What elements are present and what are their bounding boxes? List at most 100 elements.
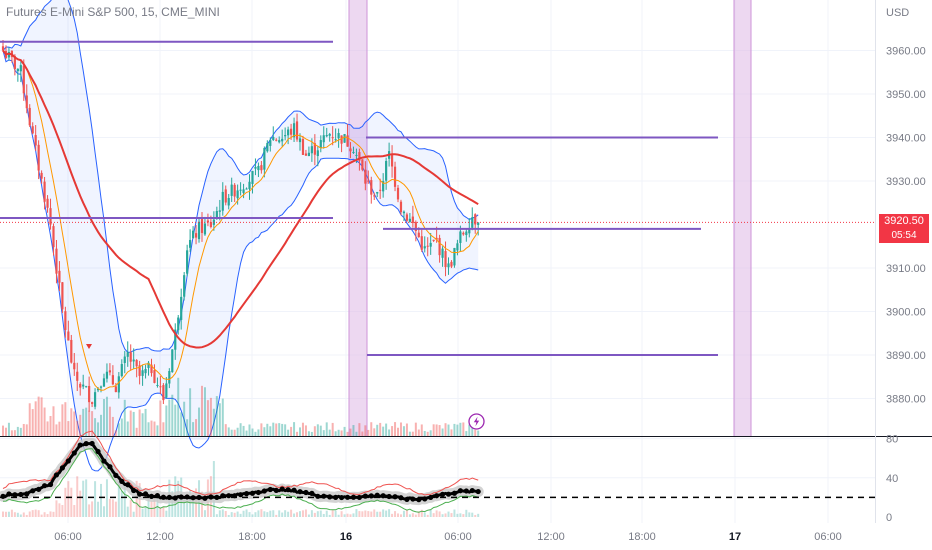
candle-body <box>37 144 40 171</box>
indicator-histogram-bar <box>367 511 370 517</box>
candle-body <box>393 166 397 187</box>
candle-body <box>76 371 79 381</box>
indicator-histogram-bar <box>269 510 272 517</box>
indicator-point <box>12 492 18 498</box>
volume-bar <box>2 425 4 436</box>
indicator-point <box>279 486 285 492</box>
indicator-point <box>214 494 220 500</box>
indicator-histogram-bar <box>144 506 147 517</box>
volume-bar <box>88 410 91 436</box>
volume-bar <box>203 387 206 436</box>
time-axis-label: 16 <box>340 531 352 543</box>
indicator-histogram-bar <box>242 510 245 517</box>
volume-bar <box>7 422 10 436</box>
lightning-bolt-icon[interactable] <box>468 413 485 430</box>
volume-bar <box>266 423 269 436</box>
volume-bar <box>465 431 468 436</box>
bar-countdown-tag: 05:54 <box>879 229 929 243</box>
volume-bar <box>132 411 135 436</box>
volume-bar <box>260 423 263 436</box>
volume-bar <box>435 424 438 436</box>
candle-body <box>43 181 46 202</box>
indicator-histogram-bar <box>49 511 52 517</box>
candle-body <box>444 251 447 268</box>
indicator-histogram-bar <box>355 509 358 517</box>
indicator-histogram-bar <box>79 490 82 517</box>
indicator-scale-label: 40 <box>886 473 898 485</box>
volume-bar <box>206 400 209 436</box>
candle-body <box>405 214 409 221</box>
volume-bar <box>408 431 411 436</box>
indicator-point <box>30 488 36 494</box>
volume-bar <box>49 416 52 436</box>
volume-bar <box>195 419 198 436</box>
candle-body <box>79 383 82 388</box>
candle-body <box>70 339 73 363</box>
candle-body <box>414 222 417 232</box>
candle-body <box>1 46 5 51</box>
candle-body <box>450 261 453 267</box>
indicator-histogram-bar <box>55 500 58 517</box>
volume-bar <box>156 425 159 436</box>
volume-bar <box>370 422 373 436</box>
candle-body <box>180 296 183 320</box>
indicator-histogram-bar <box>477 513 480 517</box>
volume-bar <box>200 385 203 436</box>
candle-body <box>334 139 337 141</box>
indicator-point <box>190 495 196 501</box>
indicator-point <box>148 493 155 499</box>
candle-body <box>417 232 420 238</box>
indicator-point <box>65 458 71 464</box>
price-scale-label: 3910.00 <box>886 263 926 275</box>
candle-body <box>453 247 456 266</box>
volume-bar <box>405 423 408 436</box>
candle-body <box>61 282 64 310</box>
volume-bar <box>364 425 367 436</box>
indicator-histogram-bar <box>100 483 103 517</box>
indicator-histogram-bar <box>224 511 227 517</box>
indicator-histogram-bar <box>260 509 263 517</box>
indicator-histogram-bar <box>453 509 456 517</box>
candle-body <box>441 248 444 258</box>
candle-body <box>174 329 177 350</box>
candle-body <box>423 246 426 249</box>
candle-body <box>474 214 477 225</box>
volume-bar <box>58 421 61 436</box>
indicator-histogram-bar <box>272 510 275 517</box>
volume-bar <box>209 397 212 436</box>
indicator-point <box>303 489 309 496</box>
candle-body <box>373 195 376 197</box>
candle-body <box>337 133 340 139</box>
indicator-histogram-bar <box>25 514 28 517</box>
candle-body <box>177 317 180 331</box>
volume-bar <box>227 427 230 436</box>
indicator-point <box>463 488 469 494</box>
candle-body <box>269 140 272 146</box>
indicator-point <box>297 489 303 495</box>
volume-bar <box>141 413 144 436</box>
volume-bar <box>310 431 313 436</box>
indicator-point <box>107 464 113 470</box>
volume-bar <box>402 426 405 436</box>
candle-body <box>382 181 385 192</box>
candle-body <box>328 133 331 136</box>
indicator-point <box>202 495 208 501</box>
price-scale-label: 3900.00 <box>886 307 926 319</box>
volume-bar <box>316 424 319 436</box>
volume-bar <box>447 424 450 436</box>
indicator-histogram-bar <box>423 512 426 517</box>
candle-body <box>316 150 319 157</box>
indicator-histogram-bar <box>156 497 159 517</box>
indicator-histogram-bar <box>22 512 25 517</box>
volume-bar <box>198 407 201 436</box>
symbol-title[interactable]: Futures E-Mini S&P 500, 15, CME_MINI <box>6 5 220 19</box>
indicator-histogram-bar <box>349 514 352 517</box>
volume-bar <box>444 423 447 436</box>
indicator-histogram-bar <box>328 514 331 517</box>
volume-bar <box>150 420 153 436</box>
indicator-point <box>119 478 125 484</box>
volume-bar <box>346 431 349 436</box>
volume-bar <box>135 427 138 436</box>
volume-bar <box>138 409 141 436</box>
